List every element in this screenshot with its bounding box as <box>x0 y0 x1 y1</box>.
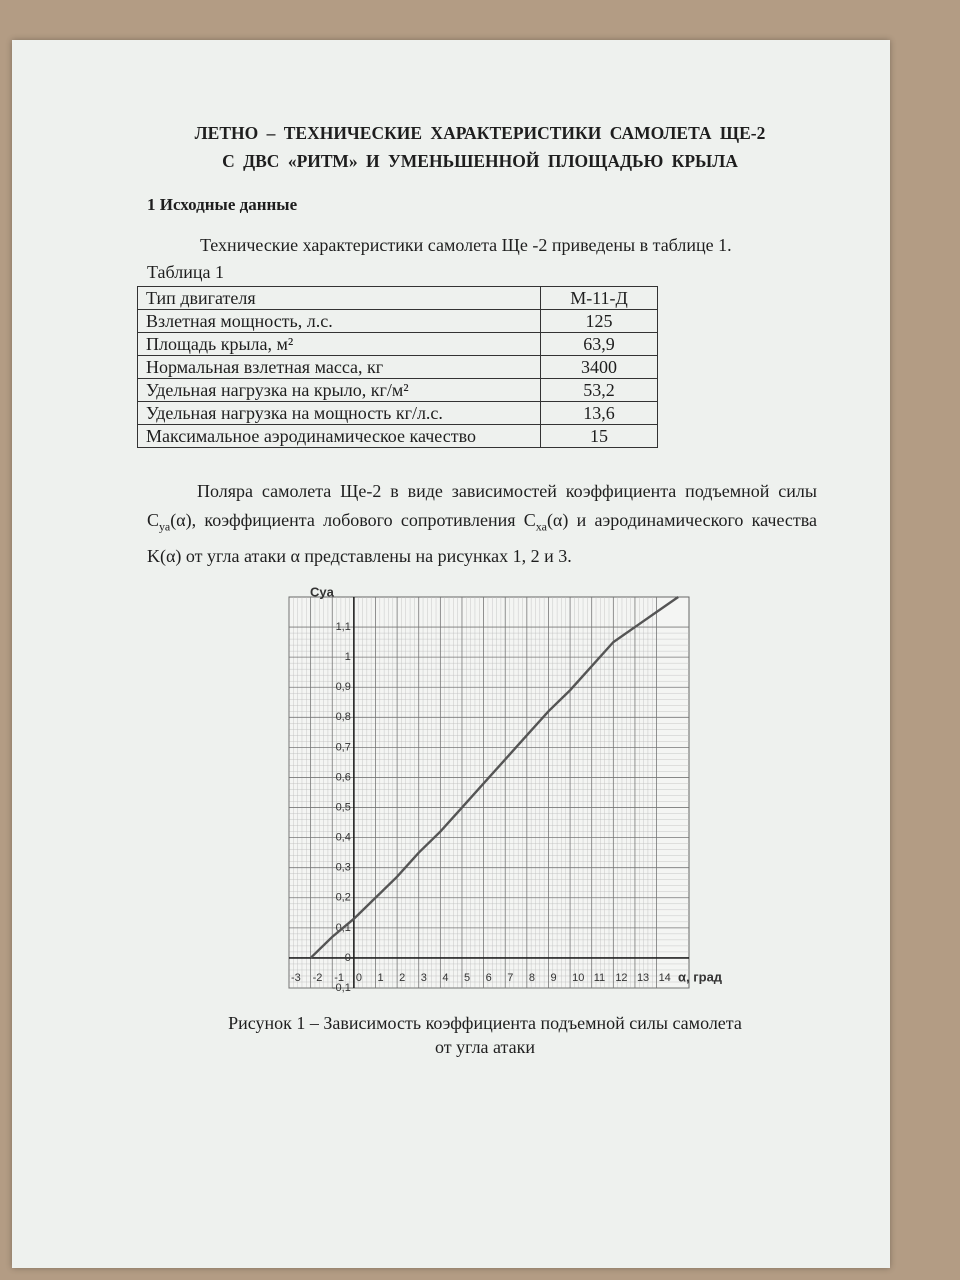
title-line: С ДВС «РИТМ» И УМЕНЬШЕННОЙ ПЛОЩАДЬЮ КРЫЛ… <box>222 151 738 171</box>
x-tick-label: 3 <box>421 972 427 984</box>
table-caption: Таблица 1 <box>147 262 224 282</box>
x-tick-label: 13 <box>637 972 649 984</box>
figure-caption: от угла атаки <box>434 1037 536 1057</box>
table-cell: Площадь крыла, м² <box>137 332 541 356</box>
x-tick-label: -2 <box>313 972 323 984</box>
table-cell: Удельная нагрузка на мощность кг/л.с. <box>137 401 541 425</box>
x-tick-label: 7 <box>507 972 513 984</box>
x-axis-title: α, град <box>678 969 723 984</box>
x-tick-label: 0 <box>356 972 362 984</box>
y-tick-label: 0,2 <box>336 892 351 904</box>
table-cell: 15 <box>540 424 658 448</box>
table-cell: 125 <box>540 309 658 333</box>
y-tick-label: 0,4 <box>336 832 351 844</box>
x-tick-label: 8 <box>529 972 535 984</box>
table-row: Удельная нагрузка на мощность кг/л.с. 13,… <box>137 401 658 425</box>
table-cell: 63,9 <box>540 332 658 356</box>
table-cell: Взлетная мощность, л.с. <box>137 309 541 333</box>
x-tick-label: -3 <box>291 972 301 984</box>
table-cell: 53,2 <box>540 378 658 402</box>
text-run: (α), коэффициента лобового сопротивления… <box>170 510 536 530</box>
y-tick-label: -0,1 <box>332 982 351 994</box>
y-tick-label: 0,3 <box>336 862 351 874</box>
table-cell: 13,6 <box>540 401 658 425</box>
y-tick-label: 0,5 <box>336 801 351 813</box>
y-tick-label: 1,1 <box>336 621 351 633</box>
plot-area <box>288 596 690 989</box>
table-cell: М-11-Д <box>540 286 658 310</box>
x-tick-label: 14 <box>659 972 671 984</box>
intro-text: Технические характеристики самолета Ще -… <box>200 235 732 255</box>
figure-caption: Рисунок 1 – Зависимость коэффициента под… <box>228 1013 742 1033</box>
table-cell: 3400 <box>540 355 658 379</box>
x-tick-label: 6 <box>486 972 492 984</box>
x-tick-label: 10 <box>572 972 584 984</box>
subscript: уа <box>159 519 171 534</box>
subscript: ха <box>535 519 547 534</box>
x-tick-label: 1 <box>377 972 383 984</box>
section-heading: 1 Исходные данные <box>147 195 298 214</box>
x-tick-label: 9 <box>550 972 556 984</box>
y-tick-label: 0,8 <box>336 711 351 723</box>
x-tick-label: 4 <box>442 972 448 984</box>
text-run: Поляра самолета Ще-2 в виде зависимостей… <box>147 481 817 530</box>
chart: -3 -2 -1 0 1 2 3 4 5 6 7 8 9 10 11 12 13 14-0,100,10,20,3… <box>288 584 723 994</box>
table-cell: Удельная нагрузка на крыло, кг/м² <box>137 378 541 402</box>
title-line: ЛЕТНО – ТЕХНИЧЕСКИЕ ХАРАКТЕРИСТИКИ САМОЛ… <box>194 123 766 143</box>
y-tick-label: 1 <box>345 651 351 663</box>
table-row: Тип двигателя М-11-Д <box>137 286 658 310</box>
table-row: Нормальная взлетная масса, кг 3400 <box>137 355 658 379</box>
paragraph: Поляра самолета Ще-2 в виде зависимостей… <box>147 477 817 571</box>
y-tick-label: 0,6 <box>336 771 351 783</box>
x-tick-label: -1 <box>334 972 344 984</box>
table-cell: Тип двигателя <box>137 286 541 310</box>
x-tick-label: 5 <box>464 972 470 984</box>
y-tick-label: 0 <box>345 952 351 964</box>
table-row: Площадь крыла, м² 63,9 <box>137 332 658 356</box>
table-row: Максимальное аэродинамическое качество 15 <box>137 424 658 448</box>
x-tick-label: 11 <box>594 972 605 984</box>
table-cell: Максимальное аэродинамическое качество <box>137 424 541 448</box>
x-tick-label: 2 <box>399 972 405 984</box>
text-run: (α) и аэродинамического качества K(α) от… <box>147 510 817 566</box>
table-cell: Нормальная взлетная масса, кг <box>137 355 541 379</box>
spec-table: Тип двигателя М-11-Д Взлетная мощность, л.… <box>137 286 658 448</box>
table-row: Удельная нагрузка на крыло, кг/м² 53,2 <box>137 378 658 402</box>
y-tick-label: 0,7 <box>336 741 351 753</box>
curve <box>309 596 679 959</box>
y-tick-label: 0,9 <box>336 681 351 693</box>
table-row: Взлетная мощность, л.с. 125 <box>137 309 658 333</box>
y-axis-title: Cya <box>310 584 335 599</box>
x-tick-label: 12 <box>615 972 627 984</box>
